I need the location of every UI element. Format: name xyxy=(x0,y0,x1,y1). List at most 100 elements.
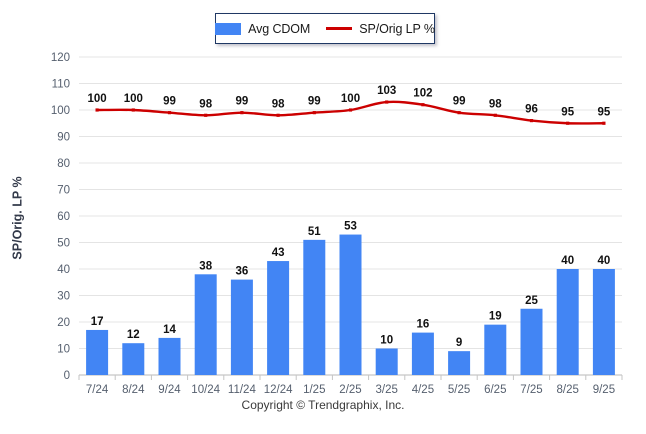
y-tick-label: 0 xyxy=(64,370,70,382)
line-value-label: 98 xyxy=(199,98,212,110)
bar[interactable] xyxy=(375,348,398,376)
x-tick-label: 10/24 xyxy=(191,384,220,396)
line-value-label: 98 xyxy=(489,98,502,110)
chart-legend: Avg CDOM SP/Orig LP % xyxy=(215,13,435,44)
y-tick-label: 40 xyxy=(57,264,70,276)
x-tick-label: 1/25 xyxy=(303,384,325,396)
bar[interactable] xyxy=(122,343,145,375)
line-value-label: 99 xyxy=(236,96,249,108)
bar-value-label: 9 xyxy=(456,337,462,349)
line-value-label: 98 xyxy=(272,98,285,110)
bar-value-label: 25 xyxy=(525,295,538,307)
bar[interactable] xyxy=(303,239,326,375)
line-point[interactable] xyxy=(602,121,606,125)
y-tick-label: 50 xyxy=(57,238,70,250)
line-value-label: 102 xyxy=(413,88,432,100)
legend-item-sp-orig-lp[interactable]: SP/Orig LP % xyxy=(326,22,435,36)
bar-value-label: 14 xyxy=(163,324,176,336)
bar[interactable] xyxy=(448,351,471,375)
line-value-label: 100 xyxy=(124,93,143,105)
y-tick-label: 90 xyxy=(57,132,70,144)
bar-value-label: 40 xyxy=(598,255,611,267)
y-tick-label: 20 xyxy=(57,317,70,329)
line-value-label: 99 xyxy=(453,96,466,108)
y-tick-label: 80 xyxy=(57,158,70,170)
x-tick-label: 6/25 xyxy=(484,384,506,396)
legend-item-avg-cdom[interactable]: Avg CDOM xyxy=(215,22,310,36)
y-tick-label: 70 xyxy=(57,185,70,197)
line-value-label: 99 xyxy=(163,96,176,108)
x-tick-label: 3/25 xyxy=(376,384,398,396)
bar[interactable] xyxy=(339,234,362,375)
bar-value-label: 43 xyxy=(272,247,285,259)
x-axis: 7/24 8/24 9/24 10/24 11/24 12/24 1/25 2/25 3/25 4… xyxy=(78,374,623,396)
bar[interactable] xyxy=(86,329,109,375)
y-tick-label: 110 xyxy=(52,79,70,91)
bar-series-avg-cdom: 17 12 14 38 36 43 51 53 10 16 9 19 25 40 40 xyxy=(86,221,615,375)
x-tick-label: 2/25 xyxy=(339,384,361,396)
line-value-label: 100 xyxy=(341,93,360,105)
bar[interactable] xyxy=(520,308,543,375)
bar-value-label: 51 xyxy=(308,226,321,238)
line-series-sp-orig-lp: 100 100 99 98 99 98 99 100 103 102 99 98 96 95 95 xyxy=(88,85,611,125)
line-point[interactable] xyxy=(566,121,570,125)
line-point[interactable] xyxy=(348,108,353,112)
x-tick-label: 7/24 xyxy=(86,384,109,396)
line-point[interactable] xyxy=(276,113,280,117)
y-tick-label: 120 xyxy=(51,52,70,64)
x-tick-label: 9/24 xyxy=(158,384,181,396)
line-value-label: 95 xyxy=(561,106,574,118)
y-tick-label: 100 xyxy=(51,105,70,117)
line-point[interactable] xyxy=(312,111,316,115)
bar-value-label: 40 xyxy=(561,255,574,267)
bar-value-label: 19 xyxy=(489,311,502,323)
line-point[interactable] xyxy=(493,113,497,117)
line-value-label: 103 xyxy=(377,85,396,97)
line-value-label: 96 xyxy=(525,104,538,116)
legend-item-label: Avg CDOM xyxy=(248,21,311,36)
x-tick-label: 11/24 xyxy=(228,384,257,396)
bar-value-label: 53 xyxy=(344,221,357,233)
legend-item-label: SP/Orig LP % xyxy=(359,21,435,36)
x-tick-label: 5/25 xyxy=(448,384,470,396)
bar[interactable] xyxy=(411,332,434,375)
y-tick-label: 30 xyxy=(57,291,70,303)
line-point[interactable] xyxy=(95,108,99,112)
bar-value-label: 17 xyxy=(91,316,104,328)
x-tick-label: 12/24 xyxy=(264,384,293,396)
x-tick-label: 7/25 xyxy=(520,384,542,396)
bar-value-label: 38 xyxy=(199,260,212,272)
plot-area: 0 10 20 30 40 50 60 70 80 90 100 110 120 7/24 8/24 9/24… xyxy=(51,52,623,396)
bar[interactable] xyxy=(230,279,253,375)
line-point[interactable] xyxy=(529,119,534,123)
bar[interactable] xyxy=(484,324,507,375)
bar-value-label: 12 xyxy=(127,329,140,341)
bar[interactable] xyxy=(158,337,181,375)
bar[interactable] xyxy=(194,274,217,375)
line-point[interactable] xyxy=(457,111,461,115)
bar[interactable] xyxy=(267,261,290,375)
line-point[interactable] xyxy=(131,108,135,112)
x-tick-label: 8/24 xyxy=(122,384,145,396)
line-value-label: 95 xyxy=(598,106,611,118)
bar[interactable] xyxy=(556,269,579,375)
line-point[interactable] xyxy=(167,111,172,115)
y-tick-label: 10 xyxy=(57,344,70,356)
line-value-label: 99 xyxy=(308,96,321,108)
line-point[interactable] xyxy=(204,113,208,117)
line-point[interactable] xyxy=(240,111,244,115)
copyright-note: Copyright © Trendgraphix, Inc. xyxy=(241,398,405,412)
bar[interactable] xyxy=(592,269,615,375)
x-tick-label: 8/25 xyxy=(557,384,579,396)
y-tick-label: 60 xyxy=(57,211,70,223)
x-tick-label: 9/25 xyxy=(593,384,615,396)
bar-value-label: 16 xyxy=(417,319,430,331)
line-point[interactable] xyxy=(421,103,425,107)
line-value-label: 100 xyxy=(88,93,107,105)
line-point[interactable] xyxy=(385,100,389,104)
bar-swatch-icon xyxy=(215,22,242,35)
x-tick-label: 4/25 xyxy=(412,384,434,396)
line-swatch-icon xyxy=(326,27,353,30)
bar-value-label: 36 xyxy=(236,266,249,278)
